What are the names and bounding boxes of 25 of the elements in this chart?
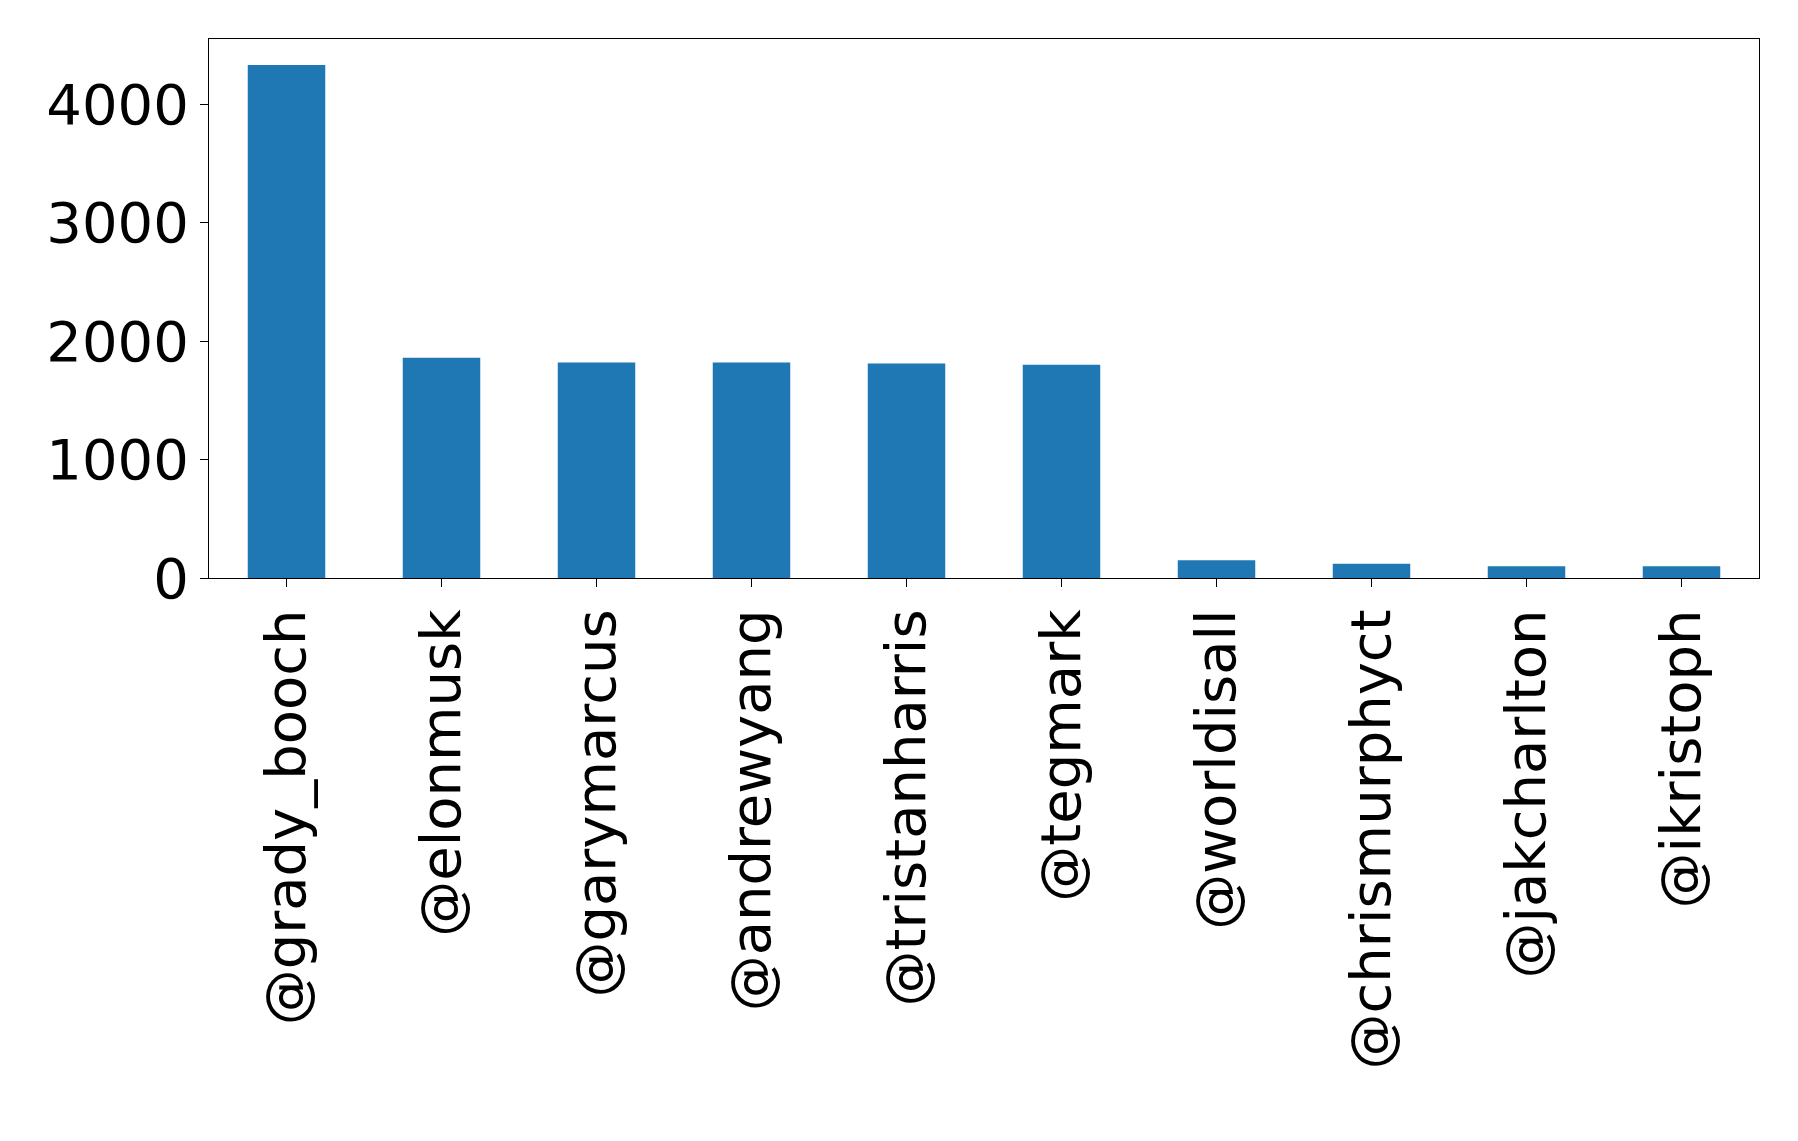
y-tick-label: 3000 xyxy=(46,190,189,256)
bar xyxy=(1022,364,1101,578)
x-tick-label: @worldisall xyxy=(1182,609,1248,930)
x-tick-label: @tristanharris xyxy=(872,609,938,1007)
bar xyxy=(1177,560,1256,578)
y-tick-label: 2000 xyxy=(46,308,189,374)
bar xyxy=(247,65,326,578)
bar xyxy=(867,363,946,578)
y-tick-label: 1000 xyxy=(46,427,189,493)
bar xyxy=(557,362,636,578)
y-tick-label: 0 xyxy=(153,545,189,611)
bar xyxy=(1332,563,1411,578)
y-tick-label: 4000 xyxy=(46,71,189,137)
x-tick-label: @tegmark xyxy=(1027,608,1093,902)
x-tick-label: @chrismurphyct xyxy=(1337,609,1403,1070)
bar xyxy=(402,357,481,578)
bar xyxy=(1487,566,1566,578)
x-tick-label: @andrewyang xyxy=(717,609,783,1012)
bar xyxy=(1642,566,1721,578)
x-tick-label: @grady_booch xyxy=(252,609,318,1026)
x-tick-label: @jakcharlton xyxy=(1492,609,1558,979)
x-tick-label: @elonmusk xyxy=(407,608,473,937)
x-tick-label: @ikristoph xyxy=(1647,609,1713,909)
x-tick-label: @garymarcus xyxy=(562,609,628,998)
bar xyxy=(712,362,791,578)
